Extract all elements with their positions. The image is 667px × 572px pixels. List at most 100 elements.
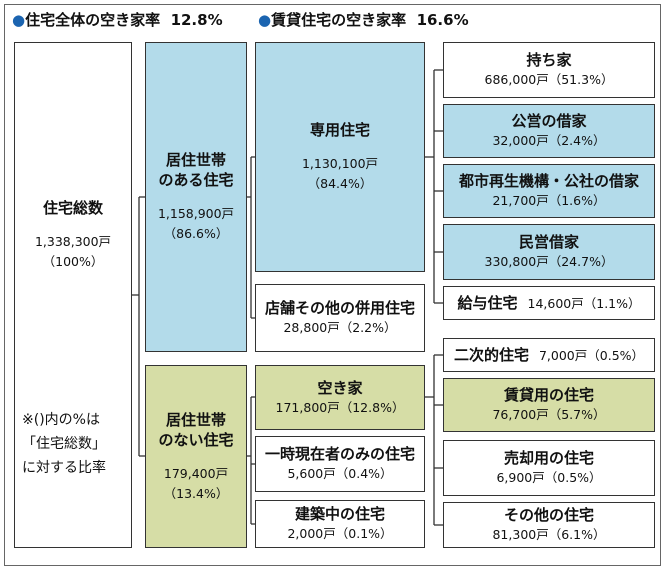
percent-row: （84.4%） <box>308 174 373 194</box>
node-label: 持ち家 <box>526 51 572 69</box>
node-box: 公営の借家 32,000戸（2.4%） <box>443 104 655 158</box>
node-label: 給与住宅 <box>457 293 518 312</box>
node-box: 持ち家 686,000戸（51.3%） <box>443 42 655 98</box>
value-row: 6,900戸（0.5%） <box>496 468 601 488</box>
node-value: 14,600戸 <box>527 295 584 311</box>
node-label: 都市再生機構・公社の借家 <box>458 172 639 190</box>
node-percent: （0.5%） <box>587 347 645 363</box>
value-row: 32,000戸（2.4%） <box>492 131 605 151</box>
node-percent: （24.7%） <box>548 254 614 269</box>
percent-row: （86.6%） <box>164 224 229 244</box>
node-percent: （1.1%） <box>583 295 641 311</box>
header-label: 賃貸住宅の空き家率 <box>271 11 407 29</box>
node-box: 建築中の住宅 2,000戸（0.1%） <box>255 500 425 548</box>
node-label: のない住宅 <box>158 430 234 449</box>
node-value: 7,000戸 <box>538 347 588 363</box>
node-percent: （6.1%） <box>548 527 606 542</box>
node-percent: （1.6%） <box>548 193 606 208</box>
node-value: 81,300戸 <box>492 527 549 542</box>
percent-row: （100%） <box>43 252 104 272</box>
node-box: 専用住宅 1,130,100戸 （84.4%） <box>255 42 425 272</box>
node-value: 5,600戸 <box>287 466 336 481</box>
node-label: 売却用の住宅 <box>503 449 594 467</box>
percent-row: （13.4%） <box>164 484 229 504</box>
node-value: 2,000戸 <box>287 526 336 541</box>
bullet: ● <box>258 11 272 29</box>
row: 給与住宅 14,600戸（1.1%） <box>457 293 640 314</box>
value-row: 14,600戸（1.1%） <box>528 294 641 314</box>
node-box: 居住世帯のある住宅 1,158,900戸 （86.6%） <box>145 42 247 352</box>
node-value: 76,700戸 <box>492 407 549 422</box>
node-label: 二次的住宅 <box>453 345 529 364</box>
node-value: 179,400戸 <box>163 465 229 481</box>
node-box: 給与住宅 14,600戸（1.1%） <box>443 286 655 320</box>
node-box: 居住世帯 のない住宅 179,400戸 （13.4%） <box>145 365 247 548</box>
node-value: 32,000戸 <box>492 133 549 148</box>
node-label: 空き家 <box>317 378 363 397</box>
node-percent: （2.4%） <box>548 133 606 148</box>
node-box: その他の住宅 81,300戸（6.1%） <box>443 502 655 548</box>
header-item: ●住宅全体の空き家率 12.8% <box>12 9 223 30</box>
value-row: 330,800戸（24.7%） <box>485 252 614 272</box>
header-value: 12.8% <box>170 11 223 29</box>
node-percent: （5.7%） <box>548 407 606 422</box>
note-line: に対する比率 <box>22 460 106 476</box>
value-row: 1,338,300戸 <box>35 232 111 252</box>
note-line: 「住宅総数」 <box>22 436 106 452</box>
bullet: ● <box>12 11 26 29</box>
value-row: 171,800戸（12.8%） <box>276 398 405 418</box>
node-percent: （100%） <box>42 254 104 269</box>
value-row: 179,400戸 <box>164 464 228 484</box>
node-percent: （0.4%） <box>335 466 393 481</box>
frame <box>4 4 661 566</box>
node-box: 売却用の住宅 6,900戸（0.5%） <box>443 440 655 496</box>
node-box: 空き家 171,800戸（12.8%） <box>255 365 425 430</box>
value-row: 21,700戸（1.6%） <box>492 191 605 211</box>
node-label: 居住世帯 <box>165 151 226 169</box>
node-percent: （12.8%） <box>339 399 405 415</box>
value-row: 686,000戸（51.3%） <box>485 70 614 90</box>
value-row: 28,800戸（2.2%） <box>283 318 396 338</box>
node-value: 330,800戸 <box>484 254 549 269</box>
row: 二次的住宅 7,000戸（0.5%） <box>454 345 644 366</box>
node-label: 住宅総数 <box>42 199 103 217</box>
node-value: 171,800戸 <box>275 399 340 415</box>
node-value: 21,700戸 <box>492 193 549 208</box>
node-value: 1,338,300戸 <box>34 234 112 249</box>
node-box: 店舗その他の併用住宅 28,800戸（2.2%） <box>255 284 425 352</box>
node-label: 一時現在者のみの住宅 <box>264 445 415 463</box>
note: ※()内の%は 「住宅総数」 に対する比率 <box>22 408 106 480</box>
value-row: 7,000戸（0.5%） <box>539 346 644 366</box>
node-box: 二次的住宅 7,000戸（0.5%） <box>443 338 655 372</box>
value-row: 2,000戸（0.1%） <box>287 524 392 544</box>
header-label: 住宅全体の空き家率 <box>25 11 161 29</box>
value-row: 5,600戸（0.4%） <box>287 464 392 484</box>
node-percent: （86.6%） <box>163 226 229 241</box>
value-row: 76,700戸（5.7%） <box>492 405 605 425</box>
node-box: 民営借家 330,800戸（24.7%） <box>443 224 655 280</box>
node-label: 店舗その他の併用住宅 <box>264 299 415 317</box>
header-item: ●賃貸住宅の空き家率 16.6% <box>258 9 469 30</box>
header-value: 16.6% <box>416 11 469 29</box>
node-percent: （13.4%） <box>163 485 229 501</box>
node-value: 6,900戸 <box>496 470 545 485</box>
node-value: 1,158,900戸 <box>157 206 235 221</box>
node-percent: （51.3%） <box>548 72 614 87</box>
node-box: 住宅総数 1,338,300戸 （100%） <box>14 42 132 548</box>
node-box: 賃貸用の住宅 76,700戸（5.7%） <box>443 378 655 432</box>
node-box: 都市再生機構・公社の借家 21,700戸（1.6%） <box>443 164 655 218</box>
node-label: 専用住宅 <box>309 121 370 139</box>
node-label: のある住宅 <box>158 171 234 189</box>
node-label: その他の住宅 <box>503 506 594 524</box>
value-row: 81,300戸（6.1%） <box>492 525 605 545</box>
value-row: 1,130,100戸 <box>302 154 378 174</box>
node-label: 民営借家 <box>518 233 579 251</box>
node-value: 28,800戸 <box>283 320 340 335</box>
node-label: 公営の借家 <box>511 112 587 130</box>
node-percent: （0.1%） <box>335 526 393 541</box>
note-line: ※()内の%は <box>22 412 100 428</box>
node-percent: （0.5%） <box>544 470 602 485</box>
value-row: 1,158,900戸 <box>158 204 234 224</box>
